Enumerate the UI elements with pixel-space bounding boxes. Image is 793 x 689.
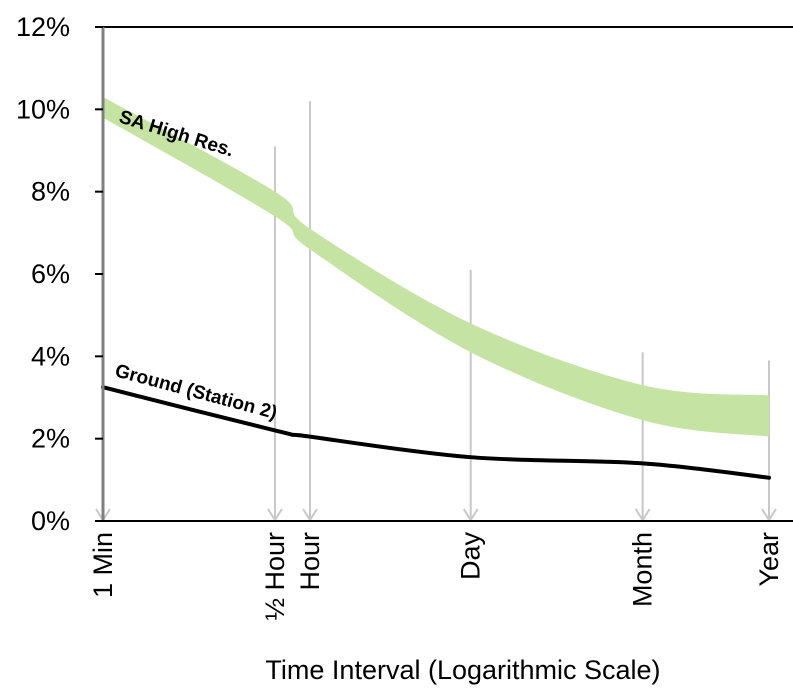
x-tick-label: 1 Min xyxy=(88,532,118,598)
y-tick-label: 12% xyxy=(16,12,70,42)
x-axis-tick-labels: 1 Min ½ Hour Hour Day Month Year xyxy=(88,532,784,621)
y-tick-label: 10% xyxy=(16,94,70,124)
drop-line-hour xyxy=(302,101,318,522)
y-tick-label: 6% xyxy=(31,259,70,289)
x-tick-label: ½ Hour xyxy=(260,532,290,621)
y-tick-label: 0% xyxy=(31,506,70,536)
x-axis-title: Time Interval (Logarithmic Scale) xyxy=(265,655,660,685)
axes xyxy=(95,26,793,522)
x-tick-label: Month xyxy=(628,532,658,607)
y-axis-tick-labels: 0% 2% 4% 6% 8% 10% 12% xyxy=(16,12,70,536)
band-area xyxy=(103,96,769,437)
sa-high-res-series xyxy=(103,96,769,437)
y-tick-label: 2% xyxy=(31,424,70,454)
x-tick-label: Year xyxy=(754,532,784,587)
drop-line-year xyxy=(761,360,777,522)
y-tick-label: 8% xyxy=(31,177,70,207)
ground-line xyxy=(101,385,771,480)
y-tick-label: 4% xyxy=(31,341,70,371)
drop-line-month xyxy=(634,352,651,522)
ground-station-series xyxy=(101,385,771,480)
x-tick-label: Day xyxy=(456,532,486,581)
x-tick-label: Hour xyxy=(295,532,325,591)
drop-line-day xyxy=(462,269,479,522)
ground-station-label: Ground (Station 2) xyxy=(113,361,280,424)
